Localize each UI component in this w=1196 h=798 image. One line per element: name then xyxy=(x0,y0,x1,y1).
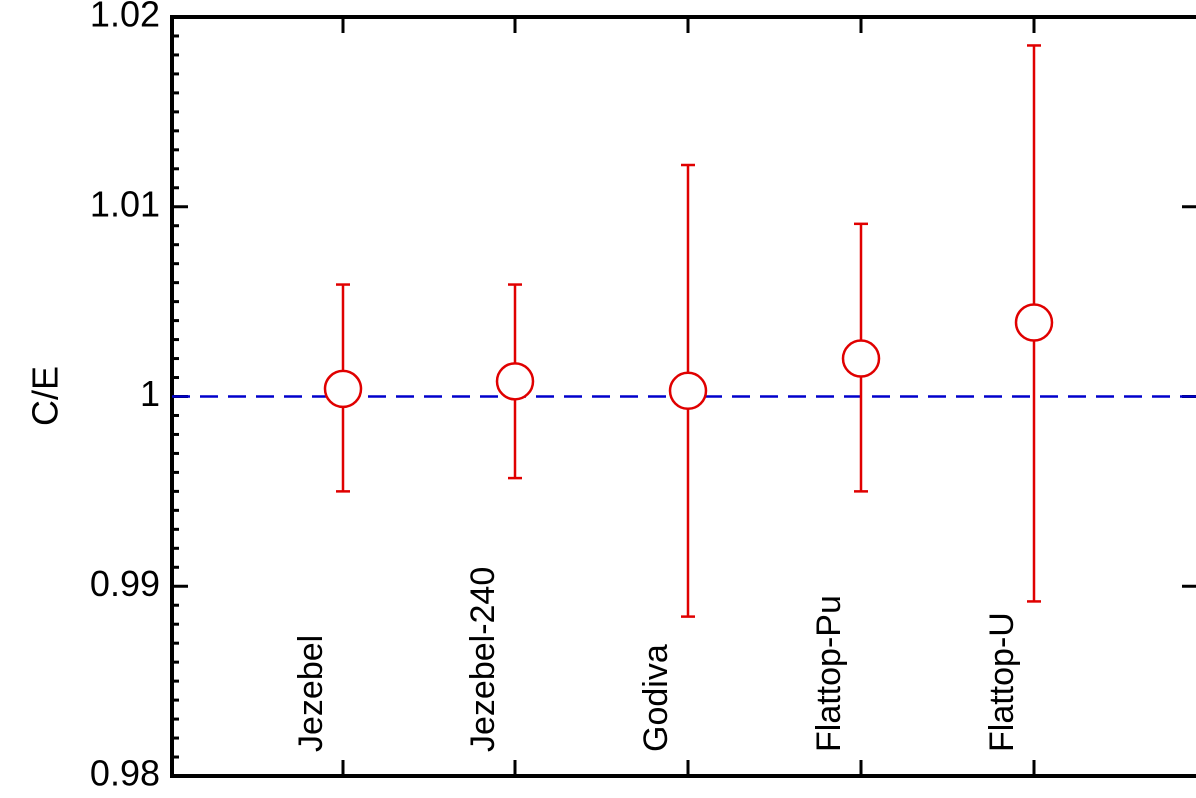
data-point xyxy=(1014,303,1054,342)
data-point xyxy=(323,369,363,409)
category-label: Jezebel-240 xyxy=(464,567,502,752)
y-tick-label: 1.01 xyxy=(90,183,160,224)
y-tick-label: 1.02 xyxy=(90,0,160,35)
data-point xyxy=(841,339,881,378)
category-label: Godiva xyxy=(637,644,675,752)
data-point xyxy=(495,362,535,401)
y-tick-label: 0.98 xyxy=(90,753,160,794)
category-label: Jezebel xyxy=(292,635,330,752)
category-label: Flattop-U xyxy=(983,612,1021,752)
y-tick-label: 0.99 xyxy=(90,563,160,604)
data-point xyxy=(668,371,708,411)
category-label: Flattop-Pu xyxy=(810,595,848,752)
y-axis-label: C/E xyxy=(25,366,66,426)
y-tick-label: 1 xyxy=(140,373,160,414)
